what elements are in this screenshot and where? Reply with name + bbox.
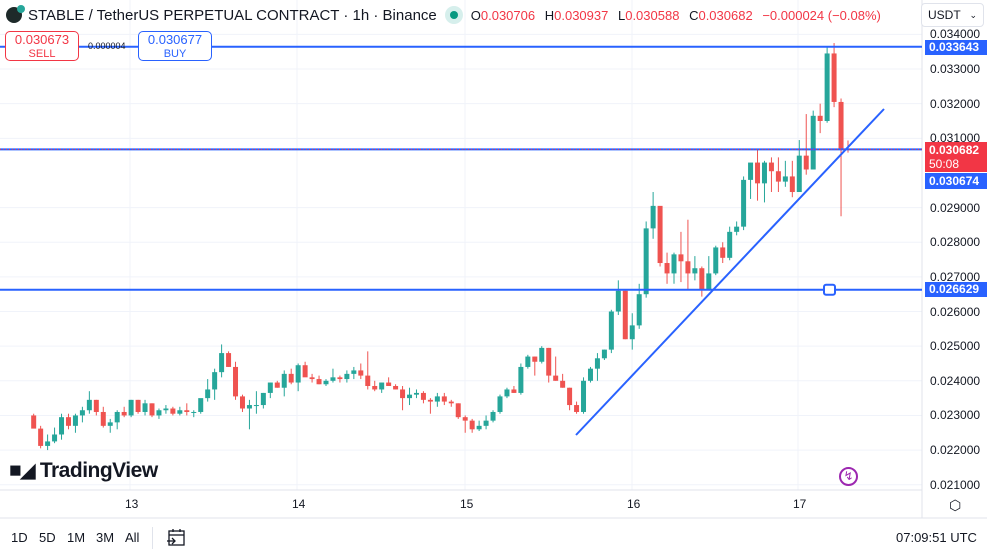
buy-label: BUY: [163, 48, 187, 60]
price-axis-label: 0.023000: [930, 408, 981, 423]
sell-price: 0.030673: [14, 32, 70, 47]
price-change: −0.000024 (−0.08%): [762, 7, 881, 23]
buy-price: 0.030677: [147, 32, 203, 47]
price-axis-label: 0.034000: [930, 27, 981, 42]
range-5d-button[interactable]: 5D: [39, 530, 56, 545]
utc-clock[interactable]: 07:09:51 UTC: [896, 530, 977, 545]
range-1d-button[interactable]: 1D: [11, 530, 28, 545]
go-to-date-icon[interactable]: [166, 527, 186, 547]
time-axis-label: 14: [292, 497, 306, 511]
price-axis-label: 0.033000: [930, 62, 981, 77]
time-axis-label: 13: [125, 497, 139, 511]
range-3m-button[interactable]: 3M: [96, 530, 115, 545]
price-axis-label: 0.022000: [930, 443, 981, 458]
drawings-layer[interactable]: [0, 45, 922, 436]
price-axis-label: 0.024000: [930, 373, 981, 388]
bar-countdown: 50:08: [929, 157, 960, 171]
ohlc-values: O0.030706 H0.030937 L0.030588 C0.030682 …: [470, 7, 881, 23]
price-axis-label: 0.031000: [930, 131, 981, 146]
sell-button[interactable]: 0.030673 SELL: [5, 31, 79, 61]
symbol-logo-icon: [6, 5, 25, 23]
market-status-icon[interactable]: [444, 6, 463, 24]
chart-legend: STABLE / TetherUS PERPETUAL CONTRACT · 1…: [6, 4, 881, 26]
settings-icon[interactable]: ⬡: [949, 497, 962, 513]
tradingview-logo[interactable]: ■◢ TradingView: [9, 458, 158, 483]
chart-grid: [0, 0, 922, 490]
price-axis-label: 0.021000: [930, 477, 981, 492]
price-axis-label: 0.029000: [930, 200, 981, 215]
time-axis-label: 15: [460, 497, 474, 511]
spread-value: 0.000004: [88, 41, 126, 51]
bid-price-tag: 0.030674: [925, 173, 987, 189]
range-1m-button[interactable]: 1M: [67, 530, 86, 545]
price-axis-label: 0.026000: [930, 304, 981, 319]
time-axis-label: 16: [627, 497, 641, 511]
price-axis-label: 0.032000: [930, 96, 981, 111]
candlestick-series: [31, 43, 851, 451]
buy-button[interactable]: 0.030677 BUY: [138, 31, 212, 61]
price-axis-label: 0.027000: [930, 269, 981, 284]
last-price-tag: 0.030682 50:08: [925, 142, 987, 172]
support-price-tag: 0.026629: [925, 282, 987, 297]
chevron-down-icon: ⌄: [969, 9, 977, 20]
range-all-button[interactable]: All: [125, 530, 140, 545]
sell-label: SELL: [28, 48, 56, 60]
price-axis-label: 0.025000: [930, 339, 981, 354]
lightning-icon[interactable]: ↯: [839, 467, 858, 486]
currency-selector[interactable]: USDT ⌄: [921, 3, 984, 27]
symbol-title[interactable]: STABLE / TetherUS PERPETUAL CONTRACT · 1…: [28, 6, 437, 24]
price-axis-label: 0.028000: [930, 235, 981, 250]
resistance-price-tag: 0.033643: [925, 40, 987, 55]
tradingview-mark-icon: ■◢: [9, 459, 36, 482]
time-axis-label: 17: [793, 497, 807, 511]
toolbar-divider: [152, 527, 153, 549]
